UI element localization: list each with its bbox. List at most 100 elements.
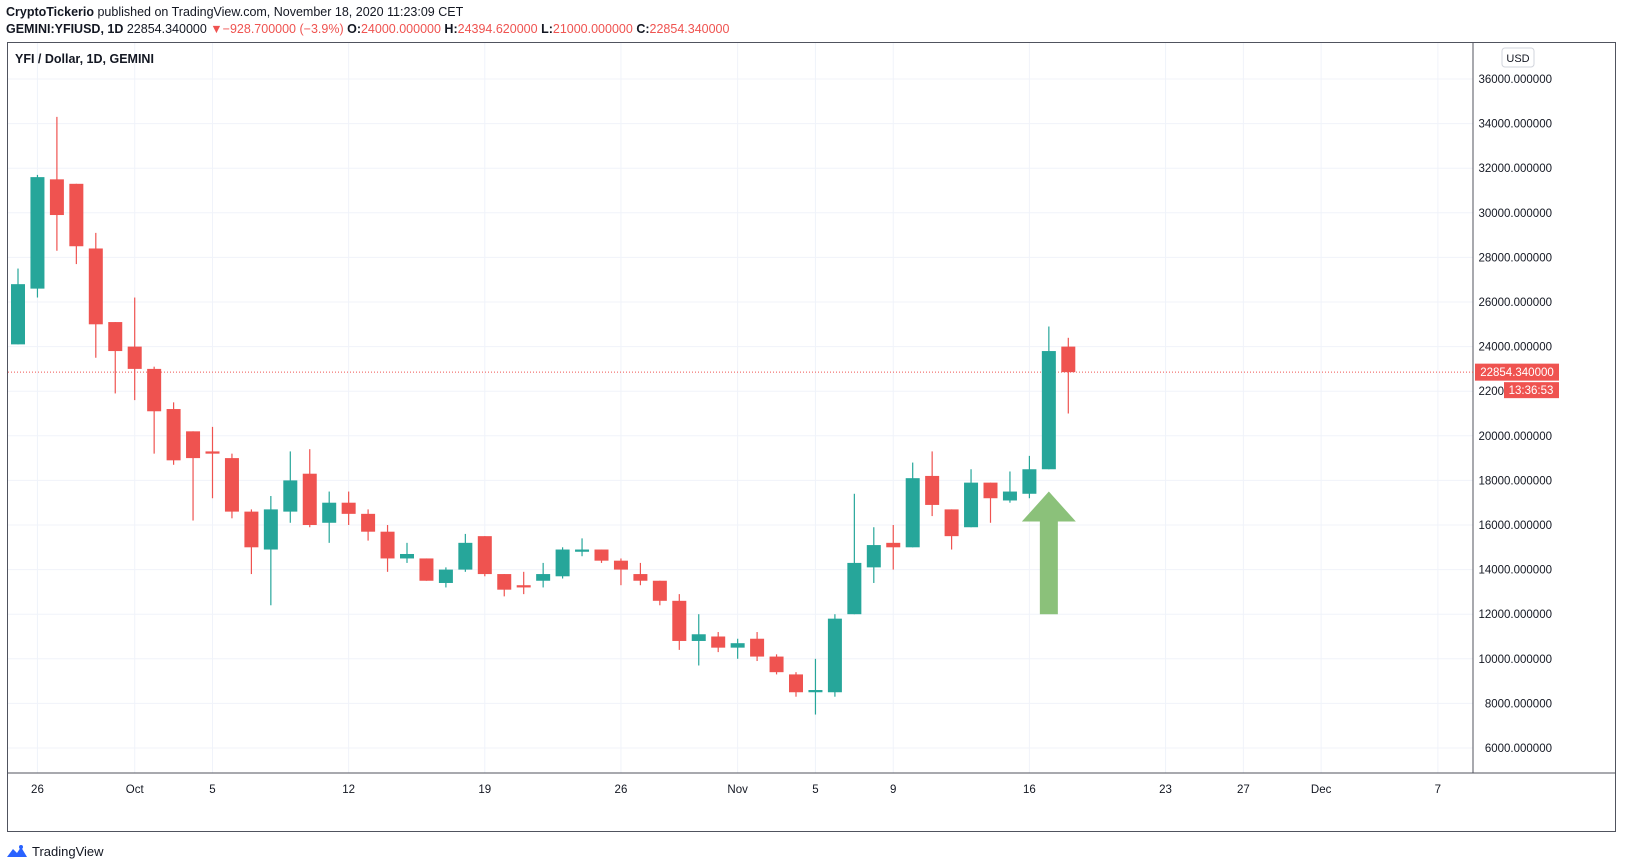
candle-body (983, 482, 998, 499)
candle (322, 491, 337, 543)
price-tag-label: 22854.340000 (1480, 367, 1554, 379)
y-tick-label: 28000.000000 (1478, 252, 1552, 264)
candle (458, 533, 473, 572)
y-tick-label: 36000.000000 (1478, 74, 1552, 86)
candle (283, 451, 298, 523)
candle (419, 558, 434, 581)
open-label: O: (347, 22, 361, 36)
candle (1022, 455, 1037, 499)
brand-name[interactable]: TradingView (32, 843, 104, 859)
x-tick-label: 12 (342, 784, 355, 796)
y-tick-label: 6000.000000 (1485, 743, 1552, 755)
author-name[interactable]: CryptoTickerio (6, 5, 94, 19)
candle (477, 536, 492, 577)
candle (1061, 337, 1076, 414)
candle (244, 509, 259, 575)
candle-body (827, 618, 842, 693)
candle (516, 571, 531, 595)
y-tick-label: 16000.000000 (1478, 520, 1552, 532)
candle-body (30, 177, 45, 289)
candle-body (11, 284, 25, 345)
candle-body (730, 643, 745, 648)
candle (205, 426, 220, 499)
candle (769, 654, 784, 675)
candle-body (497, 574, 512, 590)
publication-line: CryptoTickerio published on TradingView.… (6, 5, 463, 19)
y-tick-label: 8000.000000 (1485, 698, 1552, 710)
price-axis[interactable]: 6000.000000 8000.000000 10000.000000 12000.… (1478, 74, 1552, 755)
candle (11, 268, 25, 345)
y-tick-label: 26000.000000 (1478, 297, 1552, 309)
candle-body (263, 509, 278, 550)
currency-label: USD (1506, 53, 1529, 65)
y-tick-label: 34000.000000 (1478, 119, 1552, 131)
candle-body (516, 585, 531, 588)
candles (11, 116, 1076, 715)
candle (652, 580, 667, 606)
candle (302, 449, 317, 528)
candle (944, 509, 959, 550)
tradingview-logo-icon (7, 845, 27, 857)
candle-body (244, 511, 259, 548)
countdown-label: 13:36:53 (1509, 385, 1554, 397)
candle (750, 632, 765, 662)
candle (886, 525, 901, 570)
candle-body (147, 368, 162, 412)
candle (536, 562, 551, 588)
candle-body (361, 513, 376, 532)
open-value: 24000.000000 (360, 22, 441, 36)
symbol-label: GEMINI:YFIUSD, 1D (6, 22, 124, 36)
candle-body (711, 636, 726, 648)
x-tick-label: Dec (1311, 784, 1332, 796)
candle (147, 366, 162, 454)
candle-body (341, 502, 356, 514)
y-tick-label: 20000.000000 (1478, 431, 1552, 443)
chart-panel[interactable]: 6000.000000 8000.000000 10000.000000 12000.… (7, 42, 1616, 832)
candle-body (1022, 469, 1037, 494)
x-tick-label: Nov (727, 784, 748, 796)
candle (224, 453, 239, 519)
close-value: 22854.340000 (649, 22, 730, 36)
candle (847, 493, 862, 615)
price-tag: 22854.340000 13:36:53 (1475, 363, 1559, 399)
candle-body (69, 183, 84, 247)
candle-body (769, 656, 784, 673)
candle (594, 549, 609, 563)
candle-body (127, 346, 142, 369)
candle (1041, 326, 1056, 470)
candle (127, 297, 142, 401)
candle-body (594, 549, 609, 561)
candle-body (88, 248, 103, 325)
y-tick-label: 12000.000000 (1478, 609, 1552, 621)
candle-body (866, 545, 881, 568)
x-tick-label: 5 (812, 784, 818, 796)
candle (1002, 471, 1017, 503)
up-arrow-icon[interactable] (1021, 491, 1076, 615)
candle (438, 567, 453, 588)
candle-body (108, 322, 123, 352)
candle (905, 462, 920, 548)
footer[interactable]: TradingView (6, 840, 104, 862)
x-tick-label: 26 (31, 784, 44, 796)
time-axis[interactable]: 26 Oct 5 12 19 26 Nov 5 9 16 23 27 Dec 7 (31, 784, 1441, 796)
x-tick-label: 7 (1435, 784, 1441, 796)
candle-body (964, 482, 979, 528)
candle-body (322, 502, 337, 523)
candle-body (555, 549, 570, 577)
low-label: L: (541, 22, 553, 36)
x-tick-label: 23 (1159, 784, 1172, 796)
close-label: C: (636, 22, 650, 36)
high-value: 24394.620000 (457, 22, 538, 36)
published-text: published on TradingView.com, November 1… (97, 5, 464, 19)
currency-button[interactable]: USD (1501, 47, 1535, 68)
candle (925, 451, 940, 517)
candle-body (400, 553, 414, 559)
x-tick-label: 27 (1237, 784, 1250, 796)
candle-body (633, 574, 648, 581)
candle (361, 509, 376, 541)
candle-body (186, 431, 201, 459)
candle (108, 322, 123, 394)
annotations[interactable] (1021, 491, 1076, 615)
x-tick-label: Oct (126, 784, 145, 796)
candlestick-chart[interactable]: 6000.000000 8000.000000 10000.000000 12000.… (8, 43, 1615, 831)
